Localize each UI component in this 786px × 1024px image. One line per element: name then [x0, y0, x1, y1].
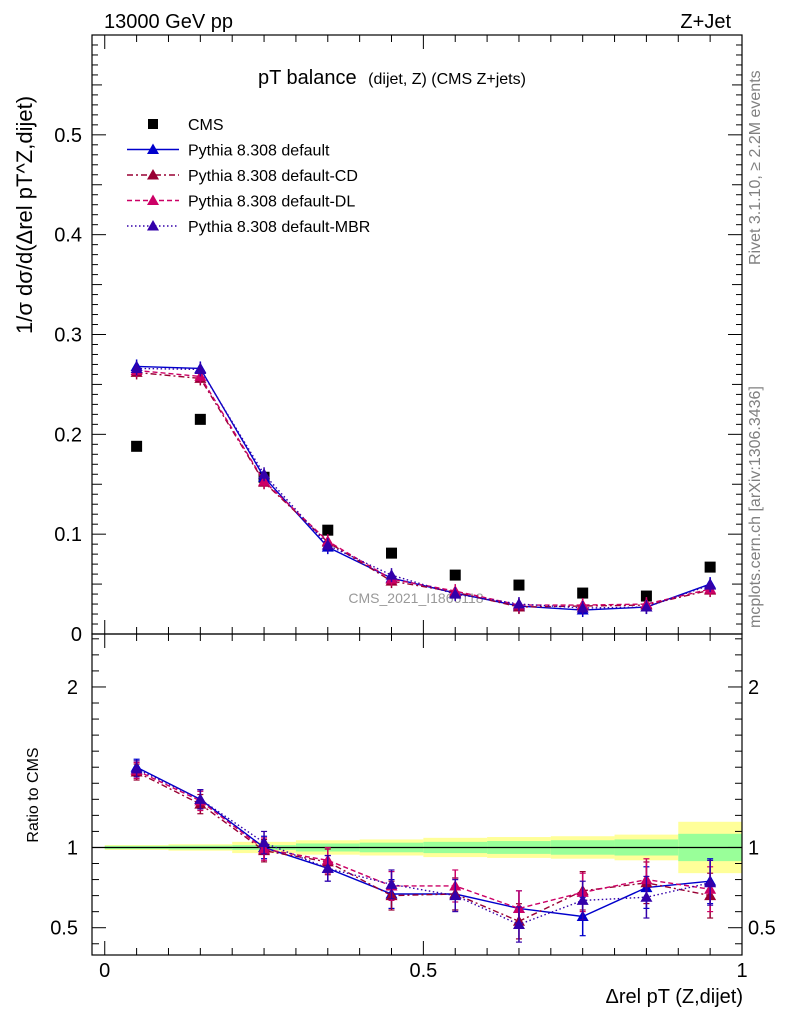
ratio-y-tick-label-right: 0.5 [748, 918, 776, 940]
ratio-series-line [136, 766, 711, 918]
mc-series-line [136, 367, 711, 609]
ratio-series-marker [258, 836, 271, 848]
mcplots-label: mcplots.cern.ch [arXiv:1306.3436] [747, 386, 764, 628]
legend-marker-cms [148, 119, 158, 129]
mc-series-marker [258, 468, 271, 479]
energy-label: 13000 GeV pp [104, 11, 233, 33]
cms-data-point [131, 440, 143, 452]
y-tick-label: 0 [71, 624, 82, 646]
cms-data-point [704, 561, 716, 573]
upper-plot-marks [130, 359, 717, 618]
cms-data-point [577, 587, 589, 599]
ratio-plot-marks [130, 758, 717, 943]
legend-marker [147, 143, 159, 154]
mc-series-marker [576, 602, 589, 613]
legend-label: Pythia 8.308 default-CD [188, 168, 358, 185]
x-tick-label: 1 [736, 960, 747, 982]
legend-label: Pythia 8.308 default-DL [188, 194, 355, 211]
legend-label: CMS [188, 117, 224, 134]
mc-series-marker [130, 362, 143, 373]
mc-series-marker [512, 598, 525, 609]
cms-data-point [513, 579, 525, 591]
ratio-y-tick-label: 1 [67, 837, 78, 859]
mc-series-line [136, 365, 711, 611]
ratio-series-marker [385, 878, 398, 889]
upper-ylabel-text: 1/σ dσ/d(Δrel pT^Z,dijet) [12, 96, 37, 334]
y-tick-label: 0.2 [54, 424, 82, 446]
x-tick-label: 0.5 [409, 960, 437, 982]
ratio-series-line [136, 769, 711, 910]
lower-ylabel: Ratio to CMS [25, 747, 42, 842]
ratio-series-marker [321, 862, 334, 873]
ratio-series-marker [640, 891, 653, 902]
ratio-series-marker [449, 889, 462, 901]
axes-frame [91, 633, 743, 956]
ratio-frame: 0.5 0.51 12 20 0.5 1 [50, 633, 776, 982]
cms-data-point [322, 524, 334, 536]
ratio-y-tick-label-right: 1 [748, 837, 759, 859]
mc-series-marker [385, 569, 398, 580]
y-tick-label: 0.5 [54, 125, 82, 147]
mc-series-line [136, 369, 711, 606]
y-tick-label: 0.3 [54, 325, 82, 347]
ratio-series-marker [512, 918, 525, 930]
legend-marker [147, 220, 159, 231]
cms-data-point [386, 547, 398, 559]
ratio-y-tick-label: 0.5 [50, 918, 78, 940]
ratio-series-line [136, 768, 711, 926]
plot-title-sub: (dijet, Z) (CMS Z+jets) [368, 71, 526, 88]
cms-data-point [449, 569, 461, 581]
mc-series-marker [449, 588, 462, 599]
mc-series-marker [704, 579, 717, 590]
y-tick-label: 0.4 [54, 225, 82, 247]
mc-series-marker [194, 363, 207, 374]
ratio-series-marker [130, 762, 143, 774]
rivet-label: Rivet 3.1.10, ≥ 2.2M events [747, 70, 764, 265]
legend-label: Pythia 8.308 default-MBR [188, 219, 370, 236]
process-label: Z+Jet [680, 11, 731, 33]
ratio-series-marker [704, 876, 717, 888]
mc-series-marker [640, 601, 653, 612]
legend: CMS Pythia 8.308 default Pythia 8.308 defa… [127, 117, 370, 236]
mc-series-line [136, 371, 711, 608]
ratio-y-tick-label: 2 [67, 677, 78, 699]
watermark: CMS_2021_I1866118 [348, 590, 483, 606]
cms-data-point [640, 590, 652, 602]
legend-label: Pythia 8.308 default [188, 143, 330, 160]
upper-ylabel: 1/σ dσ/d(Δrel pT^Z,dijet) [12, 96, 37, 334]
legend-marker [147, 194, 159, 205]
mc-series-marker [321, 539, 334, 550]
cms-data-point [194, 413, 206, 425]
plot-title: pT balance (dijet, Z) (CMS Z+jets) [258, 67, 526, 89]
plot-title-main: pT balance [258, 67, 357, 89]
ratio-y-tick-label-right: 2 [748, 677, 759, 699]
y-tick-label: 0.1 [54, 524, 82, 546]
x-tick-label: 0 [99, 960, 110, 982]
ratio-series-line [136, 771, 711, 923]
legend-marker [147, 169, 159, 180]
ratio-series-marker [194, 793, 207, 804]
ratio-series-marker [576, 894, 589, 905]
xlabel: Δrel pT (Z,dijet) [606, 986, 743, 1008]
ratio-band [92, 821, 742, 874]
